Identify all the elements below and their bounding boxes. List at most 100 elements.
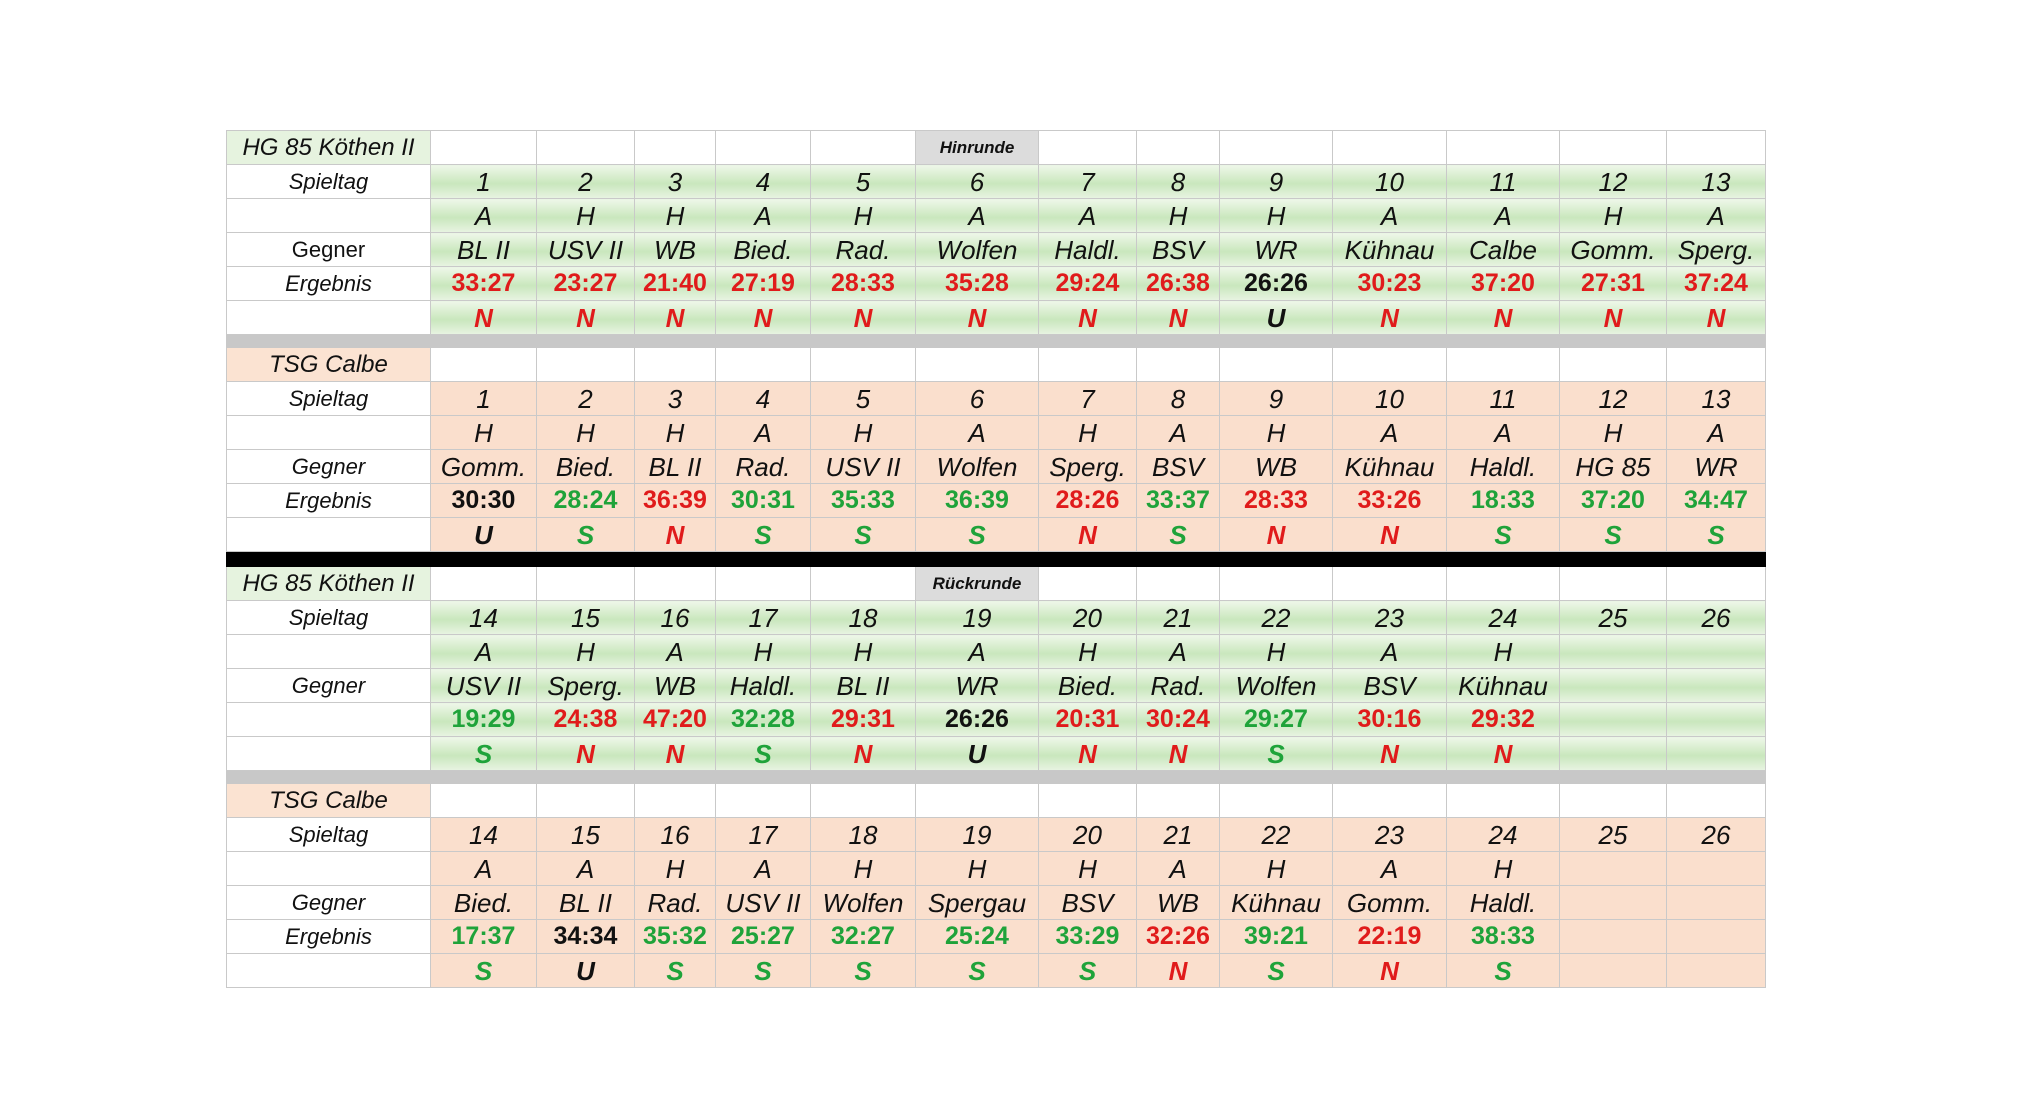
separator-cell	[715, 551, 811, 567]
spieltag-cell: 25	[1559, 817, 1667, 852]
blank-cell	[715, 347, 811, 382]
home-away-cell	[1559, 851, 1667, 886]
separator-cell	[1136, 334, 1220, 348]
home-away-cell: H	[634, 851, 716, 886]
outcome-cell: S	[715, 736, 811, 771]
spieltag-cell: 9	[1219, 164, 1333, 199]
opponent-cell: Kühnau	[1446, 668, 1560, 703]
separator-cell	[1038, 334, 1137, 348]
opponent-cell: Calbe	[1446, 232, 1560, 267]
blank-cell	[634, 130, 716, 165]
outcome-cell: S	[1666, 517, 1766, 552]
blank-cell	[1136, 347, 1220, 382]
outcome-cell: N	[1332, 953, 1447, 988]
home-away-cell: H	[1559, 415, 1667, 450]
blank-cell	[1038, 347, 1137, 382]
spieltag-cell: 5	[810, 381, 916, 416]
blank-cell	[1446, 566, 1560, 601]
home-away-cell: H	[536, 198, 635, 233]
opponent-cell: BL II	[634, 449, 716, 484]
opponent-cell: Rad.	[1136, 668, 1220, 703]
outcome-cell: S	[634, 953, 716, 988]
blank-label	[226, 634, 431, 669]
outcome-cell: S	[430, 736, 537, 771]
outcome-cell: U	[915, 736, 1039, 771]
spieltag-cell: 17	[715, 817, 811, 852]
spieltag-cell: 16	[634, 817, 716, 852]
spieltag-cell: 4	[715, 164, 811, 199]
home-away-cell: A	[536, 851, 635, 886]
opponent-cell: BSV	[1038, 885, 1137, 920]
opponent-cell: Gomm.	[1559, 232, 1667, 267]
score-cell: 36:39	[634, 483, 716, 518]
opponent-cell: WR	[1219, 232, 1333, 267]
opponent-cell: WB	[634, 668, 716, 703]
opponent-cell	[1666, 668, 1766, 703]
outcome-cell: N	[810, 736, 916, 771]
score-cell: 32:26	[1136, 919, 1220, 954]
opponent-row: Gegner USV II Sperg. WB Haldl. BL II WR Bied. Ra…	[226, 668, 1766, 703]
home-away-cell: A	[915, 634, 1039, 669]
separator-cell	[226, 334, 431, 348]
separator-cell	[810, 334, 916, 348]
blank-cell	[810, 566, 916, 601]
separator-cell	[1219, 551, 1333, 567]
blank-cell	[1332, 130, 1447, 165]
score-cell: 47:20	[634, 702, 716, 737]
blank-cell	[430, 566, 537, 601]
outcome-cell: N	[634, 517, 716, 552]
spieltag-label: Spieltag	[226, 164, 431, 199]
opponent-cell: Haldl.	[1446, 449, 1560, 484]
blank-cell	[634, 347, 716, 382]
blank-cell	[1219, 783, 1333, 818]
spieltag-cell: 7	[1038, 381, 1137, 416]
score-cell: 25:24	[915, 919, 1039, 954]
home-away-cell: H	[1038, 634, 1137, 669]
opponent-cell: HG 85	[1559, 449, 1667, 484]
blank-cell	[1038, 130, 1137, 165]
spieltag-cell: 26	[1666, 817, 1766, 852]
spieltag-cell: 15	[536, 600, 635, 635]
spieltag-cell: 8	[1136, 381, 1220, 416]
home-away-cell: H	[810, 198, 916, 233]
blank-cell	[715, 130, 811, 165]
outcome-cell: N	[1038, 517, 1137, 552]
opponent-row: Gegner Bied. BL II Rad. USV II Wolfen Spergau B…	[226, 885, 1766, 920]
outcome-cell: S	[1219, 736, 1333, 771]
spieltag-cell: 12	[1559, 381, 1667, 416]
outcome-cell: S	[1446, 517, 1560, 552]
separator-cell	[536, 770, 635, 784]
separator-cell	[1219, 334, 1333, 348]
opponent-cell: WR	[1666, 449, 1766, 484]
outcome-cell: S	[810, 517, 916, 552]
separator-cell	[1446, 551, 1560, 567]
outcome-cell: N	[1136, 953, 1220, 988]
score-cell: 33:27	[430, 266, 537, 301]
score-cell: 17:37	[430, 919, 537, 954]
score-cell: 18:33	[1446, 483, 1560, 518]
home-away-cell: H	[1038, 415, 1137, 450]
section-separator	[226, 334, 1766, 348]
spieltag-cell: 7	[1038, 164, 1137, 199]
separator-cell	[1332, 770, 1447, 784]
separator-cell	[634, 334, 716, 348]
outcome-cell: S	[1446, 953, 1560, 988]
score-cell	[1666, 919, 1766, 954]
opponent-cell	[1559, 668, 1667, 703]
separator-cell	[536, 551, 635, 567]
blank-cell	[915, 783, 1039, 818]
outcome-cell	[1559, 953, 1667, 988]
team-name: HG 85 Köthen II	[226, 566, 431, 601]
spieltag-cell: 24	[1446, 817, 1560, 852]
opponent-cell: Sperg.	[1038, 449, 1137, 484]
blank-cell	[536, 130, 635, 165]
blank-cell	[715, 566, 811, 601]
blank-cell	[430, 783, 537, 818]
section-title-row: TSG Calbe	[226, 347, 1766, 382]
blank-label	[226, 851, 431, 886]
home-away-cell: A	[1332, 198, 1447, 233]
outcome-cell: N	[1219, 517, 1333, 552]
separator-cell	[715, 770, 811, 784]
opponent-cell: Bied.	[715, 232, 811, 267]
